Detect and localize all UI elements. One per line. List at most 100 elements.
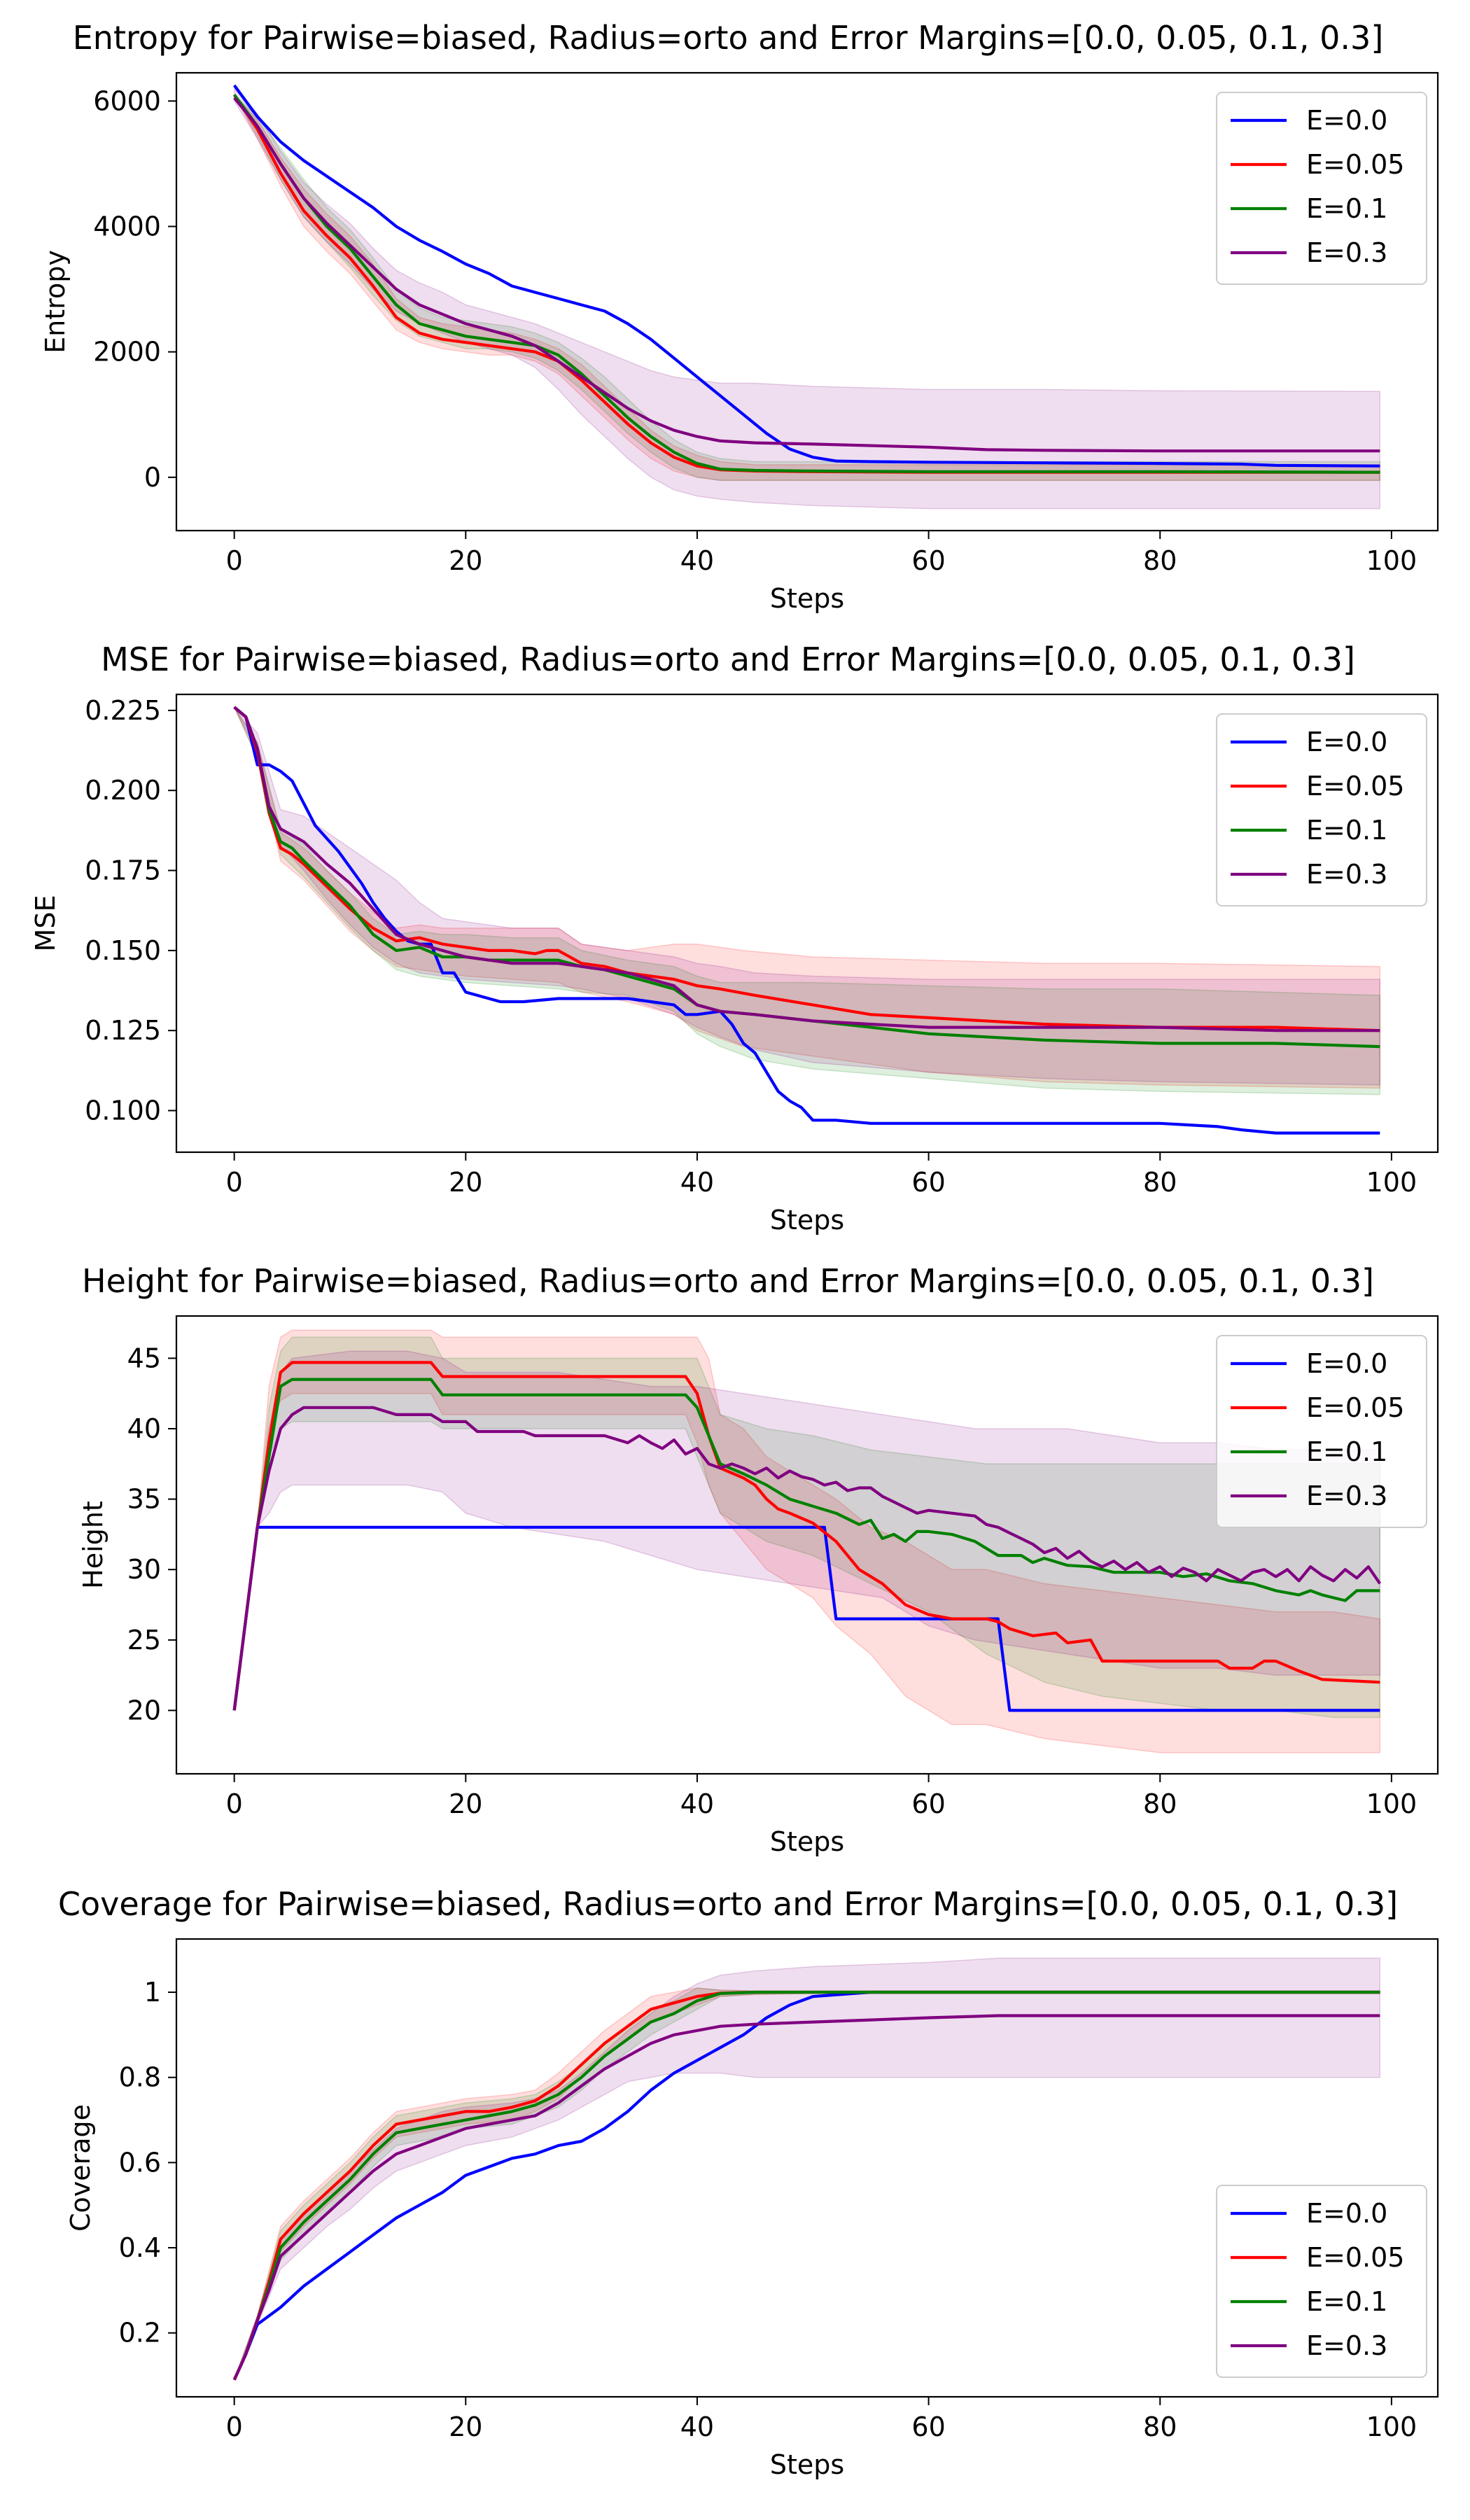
legend-label: E=0.3 (1306, 859, 1387, 890)
x-tick-label: 20 (449, 1788, 482, 1819)
y-axis-label: MSE (30, 895, 61, 952)
chart-panel-2: MSE for Pairwise=biased, Radius=orto and… (30, 640, 1439, 1236)
series-line-e-0-05 (233, 706, 1380, 1032)
y-axis-label: Coverage (65, 2104, 96, 2232)
series-line-e-0-3 (233, 706, 1380, 1032)
legend-label: E=0.1 (1306, 193, 1387, 224)
y-tick-label: 2000 (93, 337, 161, 368)
y-tick-label: 0.150 (85, 935, 161, 966)
y-tick-label: 30 (127, 1554, 161, 1585)
y-tick-label: 0.200 (85, 775, 161, 806)
x-tick-label: 100 (1366, 1167, 1418, 1198)
chart-title: Entropy for Pairwise=biased, Radius=orto… (73, 19, 1384, 57)
confidence-band-e-0-3 (234, 706, 1381, 1086)
legend-label: E=0.1 (1306, 1436, 1387, 1467)
legend-label: E=0.3 (1306, 1480, 1387, 1511)
x-tick-label: 100 (1366, 2412, 1418, 2442)
x-axis-label: Steps (770, 2449, 844, 2480)
plot-frame (175, 71, 1439, 532)
legend-label: E=0.0 (1306, 727, 1387, 757)
legend: E=0.0 E=0.05 E=0.1 E=0.3 (1216, 2185, 1427, 2378)
legend-label: E=0.05 (1306, 149, 1404, 180)
y-tick-label: 20 (127, 1695, 161, 1726)
legend-label: E=0.1 (1306, 2286, 1387, 2317)
series-line-e-0-1 (232, 1378, 1380, 1711)
chart-panel-4: Coverage for Pairwise=biased, Radius=ort… (58, 1885, 1439, 2480)
y-tick-label: 6000 (93, 85, 161, 116)
y-tick-label: 0.8 (119, 2062, 161, 2093)
x-tick-label: 80 (1143, 1788, 1177, 1819)
series-line-e-0-0 (232, 1990, 1380, 2381)
chart-title: Height for Pairwise=biased, Radius=orto … (82, 1262, 1374, 1300)
legend: E=0.0 E=0.05 E=0.1 E=0.3 (1216, 1335, 1427, 1528)
y-tick-label: 35 (127, 1484, 161, 1515)
legend-box (1216, 2185, 1427, 2378)
legend: E=0.0 E=0.05 E=0.1 E=0.3 (1216, 92, 1427, 285)
plot-data (232, 1329, 1382, 1754)
chart-title: Coverage for Pairwise=biased, Radius=ort… (58, 1885, 1398, 1923)
series-line-e-0-3 (232, 1406, 1382, 1711)
legend-label: E=0.3 (1306, 2330, 1387, 2361)
series-line-e-0-05 (232, 1361, 1380, 1711)
x-axis-label: Steps (770, 583, 844, 614)
plot-frame (175, 1315, 1439, 1775)
x-tick-label: 20 (449, 1167, 482, 1198)
legend-label: E=0.0 (1306, 1348, 1387, 1379)
x-tick-label: 0 (226, 2412, 243, 2442)
plot-frame (175, 1938, 1439, 2398)
plot-frame (175, 693, 1439, 1154)
series-line-e-0-3 (232, 2014, 1380, 2381)
plot-data (232, 84, 1381, 510)
legend-label: E=0.3 (1306, 237, 1387, 268)
x-tick-label: 40 (680, 2412, 714, 2442)
y-tick-label: 0.100 (85, 1096, 161, 1126)
x-tick-label: 80 (1143, 2412, 1177, 2442)
x-tick-label: 60 (911, 1167, 945, 1198)
series-line-e-0-0 (233, 84, 1380, 468)
y-tick-label: 0.175 (85, 855, 161, 886)
x-tick-label: 60 (911, 545, 945, 576)
legend-label: E=0.05 (1306, 1392, 1404, 1423)
y-tick-label: 4000 (93, 211, 161, 241)
x-tick-label: 60 (911, 1788, 945, 1819)
legend-label: E=0.0 (1306, 2198, 1387, 2229)
y-tick-label: 0.125 (85, 1015, 161, 1046)
legend-label: E=0.05 (1306, 771, 1404, 802)
y-tick-label: 0 (144, 462, 161, 493)
x-axis-label: Steps (770, 1826, 844, 1857)
x-tick-label: 20 (449, 2412, 482, 2442)
chart-panel-1: Entropy for Pairwise=biased, Radius=orto… (40, 19, 1439, 614)
y-tick-label: 0.225 (85, 695, 161, 726)
x-tick-label: 0 (226, 545, 243, 576)
confidence-band-e-0-1 (234, 706, 1381, 1096)
y-tick-label: 45 (127, 1343, 161, 1373)
confidence-band-e-0-05 (234, 706, 1381, 1089)
legend-label: E=0.1 (1306, 815, 1387, 846)
legend: E=0.0 E=0.05 E=0.1 E=0.3 (1216, 713, 1427, 906)
legend-box (1216, 92, 1427, 285)
y-axis-label: Height (78, 1501, 108, 1589)
y-tick-label: 40 (127, 1413, 161, 1444)
series-line-e-0-1 (232, 1990, 1380, 2381)
plot-data (233, 706, 1381, 1135)
x-tick-label: 0 (226, 1167, 243, 1198)
x-tick-label: 60 (911, 2412, 945, 2442)
confidence-band-e-0-3 (233, 1350, 1381, 1711)
x-tick-label: 100 (1366, 1788, 1418, 1819)
legend-box (1216, 713, 1427, 906)
x-tick-label: 80 (1143, 1167, 1177, 1198)
chart-panel-3: Height for Pairwise=biased, Radius=orto … (78, 1262, 1439, 1857)
legend-box (1216, 1335, 1427, 1528)
series-line-e-0-05 (232, 1990, 1380, 2381)
confidence-band-e-0-3 (233, 1957, 1381, 2380)
plot-data (232, 1957, 1381, 2381)
x-tick-label: 20 (449, 545, 482, 576)
x-axis-label: Steps (770, 1205, 844, 1236)
series-line-e-0-0 (233, 706, 1380, 1135)
x-tick-label: 100 (1366, 545, 1418, 576)
x-tick-label: 0 (226, 1788, 243, 1819)
y-tick-label: 0.6 (119, 2147, 161, 2178)
x-tick-label: 40 (680, 1167, 714, 1198)
series-line-e-0-3 (233, 97, 1380, 453)
